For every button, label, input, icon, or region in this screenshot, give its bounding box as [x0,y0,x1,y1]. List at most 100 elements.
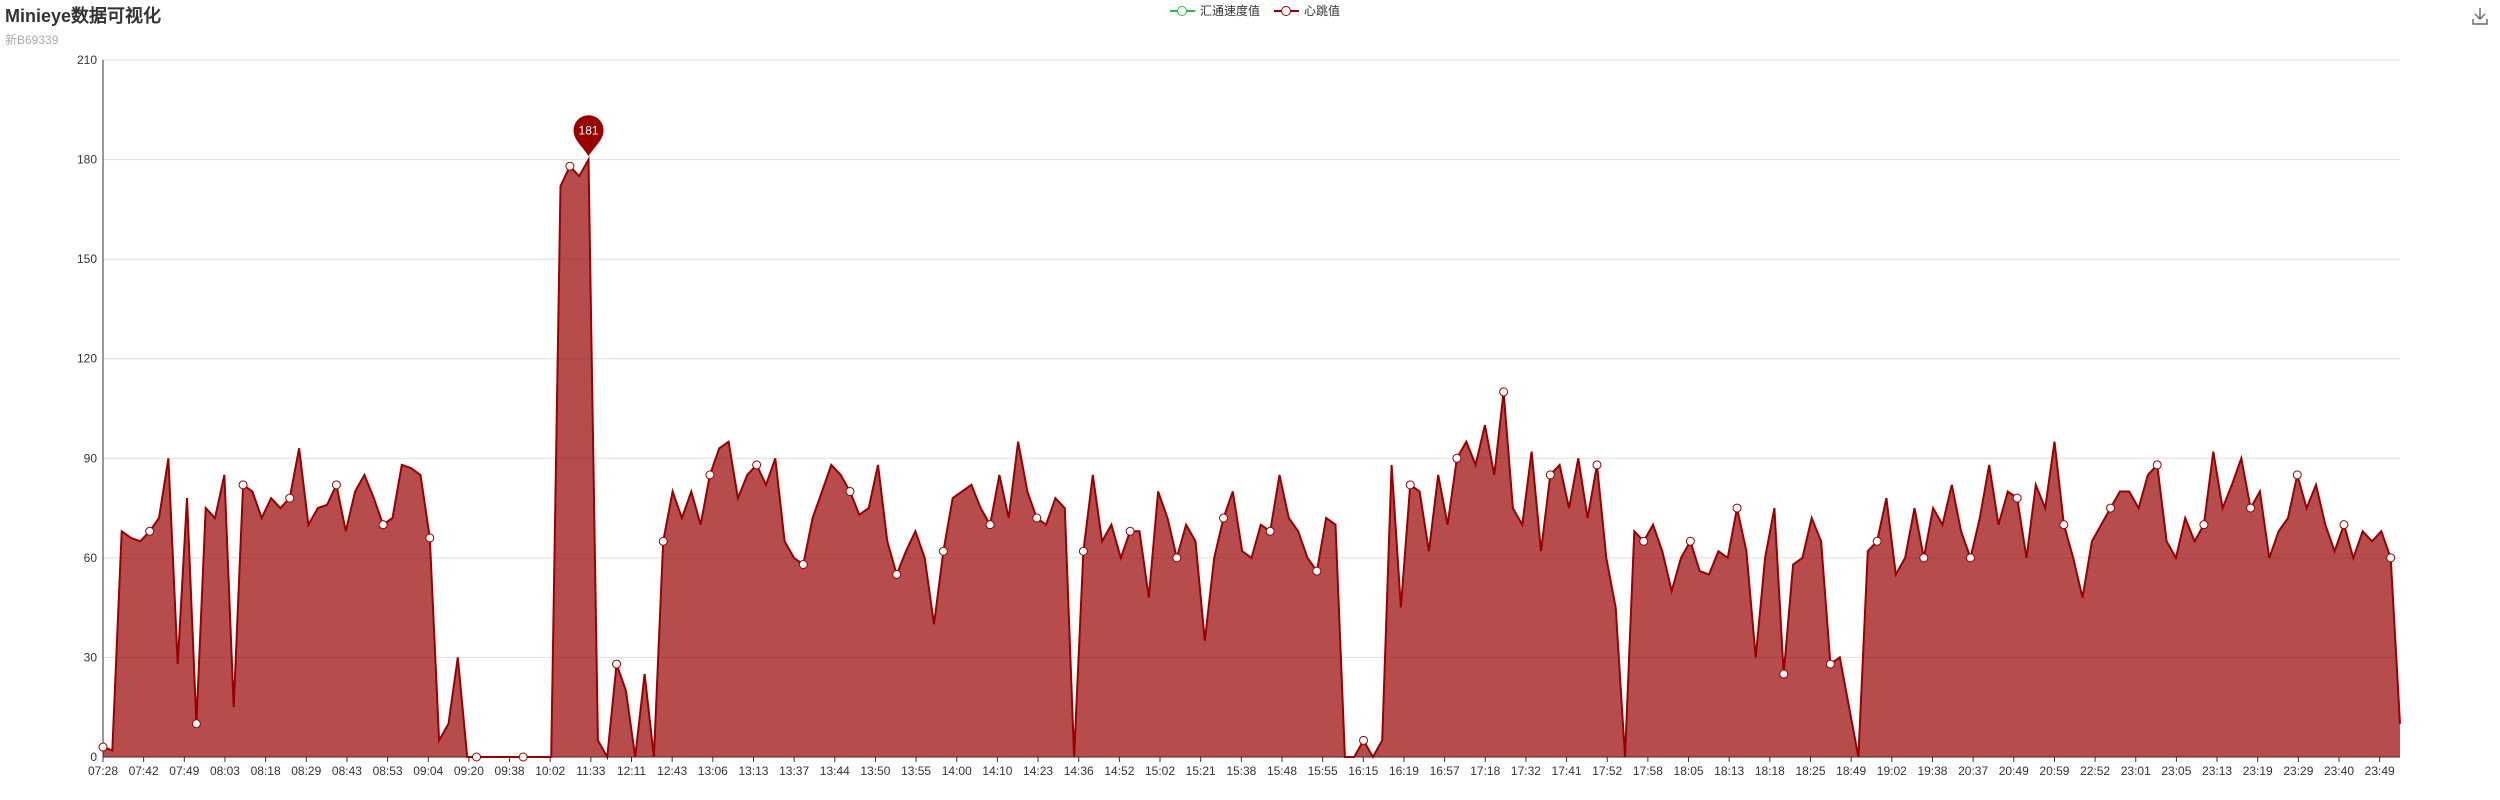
x-tick-label: 08:53 [373,764,403,778]
heartbeat-point [518,752,528,762]
heartbeat-point [378,520,388,530]
x-tick-label: 16:19 [1389,764,1419,778]
x-tick-label: 10:02 [535,764,565,778]
x-tick-label: 20:37 [1958,764,1988,778]
x-tick-label: 08:29 [291,764,321,778]
download-icon[interactable] [2470,6,2490,26]
y-tick-label: 60 [84,551,98,565]
heartbeat-point [1779,669,1789,679]
x-tick-label: 19:38 [1917,764,1947,778]
heartbeat-point [1452,453,1462,463]
x-tick-label: 07:42 [129,764,159,778]
x-tick-label: 13:13 [738,764,768,778]
x-tick-label: 13:55 [901,764,931,778]
heartbeat-point [2246,503,2256,513]
x-tick-label: 23:05 [2161,764,2191,778]
x-tick-label: 18:25 [1795,764,1825,778]
heartbeat-point [1172,553,1182,563]
heartbeat-point [1545,470,1555,480]
heartbeat-point [1265,526,1275,536]
x-tick-label: 15:55 [1308,764,1338,778]
y-tick-label: 180 [77,153,97,167]
x-tick-label: 08:18 [251,764,281,778]
x-tick-label: 14:52 [1104,764,1134,778]
legend-swatch-speed [1170,4,1195,18]
x-tick-label: 08:43 [332,764,362,778]
y-tick-label: 120 [77,352,97,366]
x-tick-label: 20:59 [2039,764,2069,778]
x-tick-label: 15:21 [1186,764,1216,778]
heartbeat-point [1078,546,1088,556]
heartbeat-point [752,460,762,470]
heartbeat-point [2292,470,2302,480]
heartbeat-point [1639,536,1649,546]
heartbeat-point [145,526,155,536]
heartbeat-point [1919,553,1929,563]
heartbeat-point [2059,520,2069,530]
x-tick-label: 18:05 [1674,764,1704,778]
x-tick-label: 12:43 [657,764,687,778]
heartbeat-point [1965,553,1975,563]
heartbeat-point [2106,503,2116,513]
heartbeat-point [1592,460,1602,470]
legend-label-speed: 汇通速度值 [1200,4,1261,18]
heartbeat-point [985,520,995,530]
heartbeat-point [1312,566,1322,576]
heartbeat-point [1872,536,1882,546]
heartbeat-point [2386,553,2396,563]
y-tick-label: 30 [84,650,98,664]
heartbeat-point [798,559,808,569]
heartbeat-point [285,493,295,503]
y-tick-label: 150 [77,252,97,266]
x-tick-label: 11:33 [576,764,605,778]
heartbeat-point [1218,513,1228,523]
heartbeat-point [1685,536,1695,546]
x-tick-label: 12:11 [617,764,646,778]
x-tick-label: 09:20 [454,764,484,778]
heartbeat-point [1825,659,1835,669]
x-tick-label: 13:50 [860,764,890,778]
legend-item-speed[interactable]: 汇通速度值 [1170,2,1260,19]
x-tick-label: 09:04 [413,764,443,778]
x-tick-label: 23:13 [2202,764,2232,778]
x-tick-label: 14:00 [942,764,972,778]
heartbeat-point [845,486,855,496]
legend-label-heartbeat: 心跳值 [1304,4,1341,18]
legend-item-heartbeat[interactable]: 心跳值 [1274,2,1340,19]
x-tick-label: 15:48 [1267,764,1297,778]
x-tick-label: 09:38 [495,764,525,778]
max-markpoint-label: 181 [579,123,599,137]
heartbeat-point [612,659,622,669]
heartbeat-point [471,752,481,762]
heartbeat-point [1359,735,1369,745]
x-tick-label: 17:41 [1552,764,1582,778]
chart-legend: 汇通速度值 心跳值 [1170,2,1340,19]
heartbeat-point [331,480,341,490]
x-tick-label: 15:02 [1145,764,1175,778]
heartbeat-point [2339,520,2349,530]
x-tick-label: 20:49 [1999,764,2029,778]
x-tick-label: 23:29 [2283,764,2313,778]
heartbeat-point [238,480,248,490]
x-tick-label: 17:52 [1592,764,1622,778]
x-tick-label: 18:49 [1836,764,1866,778]
heartbeat-point [1125,526,1135,536]
x-tick-label: 16:57 [1430,764,1460,778]
x-tick-label: 08:03 [210,764,240,778]
y-tick-label: 90 [84,451,98,465]
heartbeat-point [1499,387,1509,397]
heartbeat-point [892,569,902,579]
heartbeat-point [565,161,575,171]
x-tick-label: 23:19 [2243,764,2273,778]
x-tick-label: 15:38 [1226,764,1256,778]
x-tick-label: 14:36 [1064,764,1094,778]
heartbeat-point [425,533,435,543]
heartbeat-point [1732,503,1742,513]
max-markpoint-pin [573,115,604,157]
x-tick-label: 14:23 [1023,764,1053,778]
heartbeat-point [2199,520,2209,530]
heartbeat-point [2012,493,2022,503]
heartbeat-point [938,546,948,556]
chart-subtitle: 新B69339 [5,33,59,47]
